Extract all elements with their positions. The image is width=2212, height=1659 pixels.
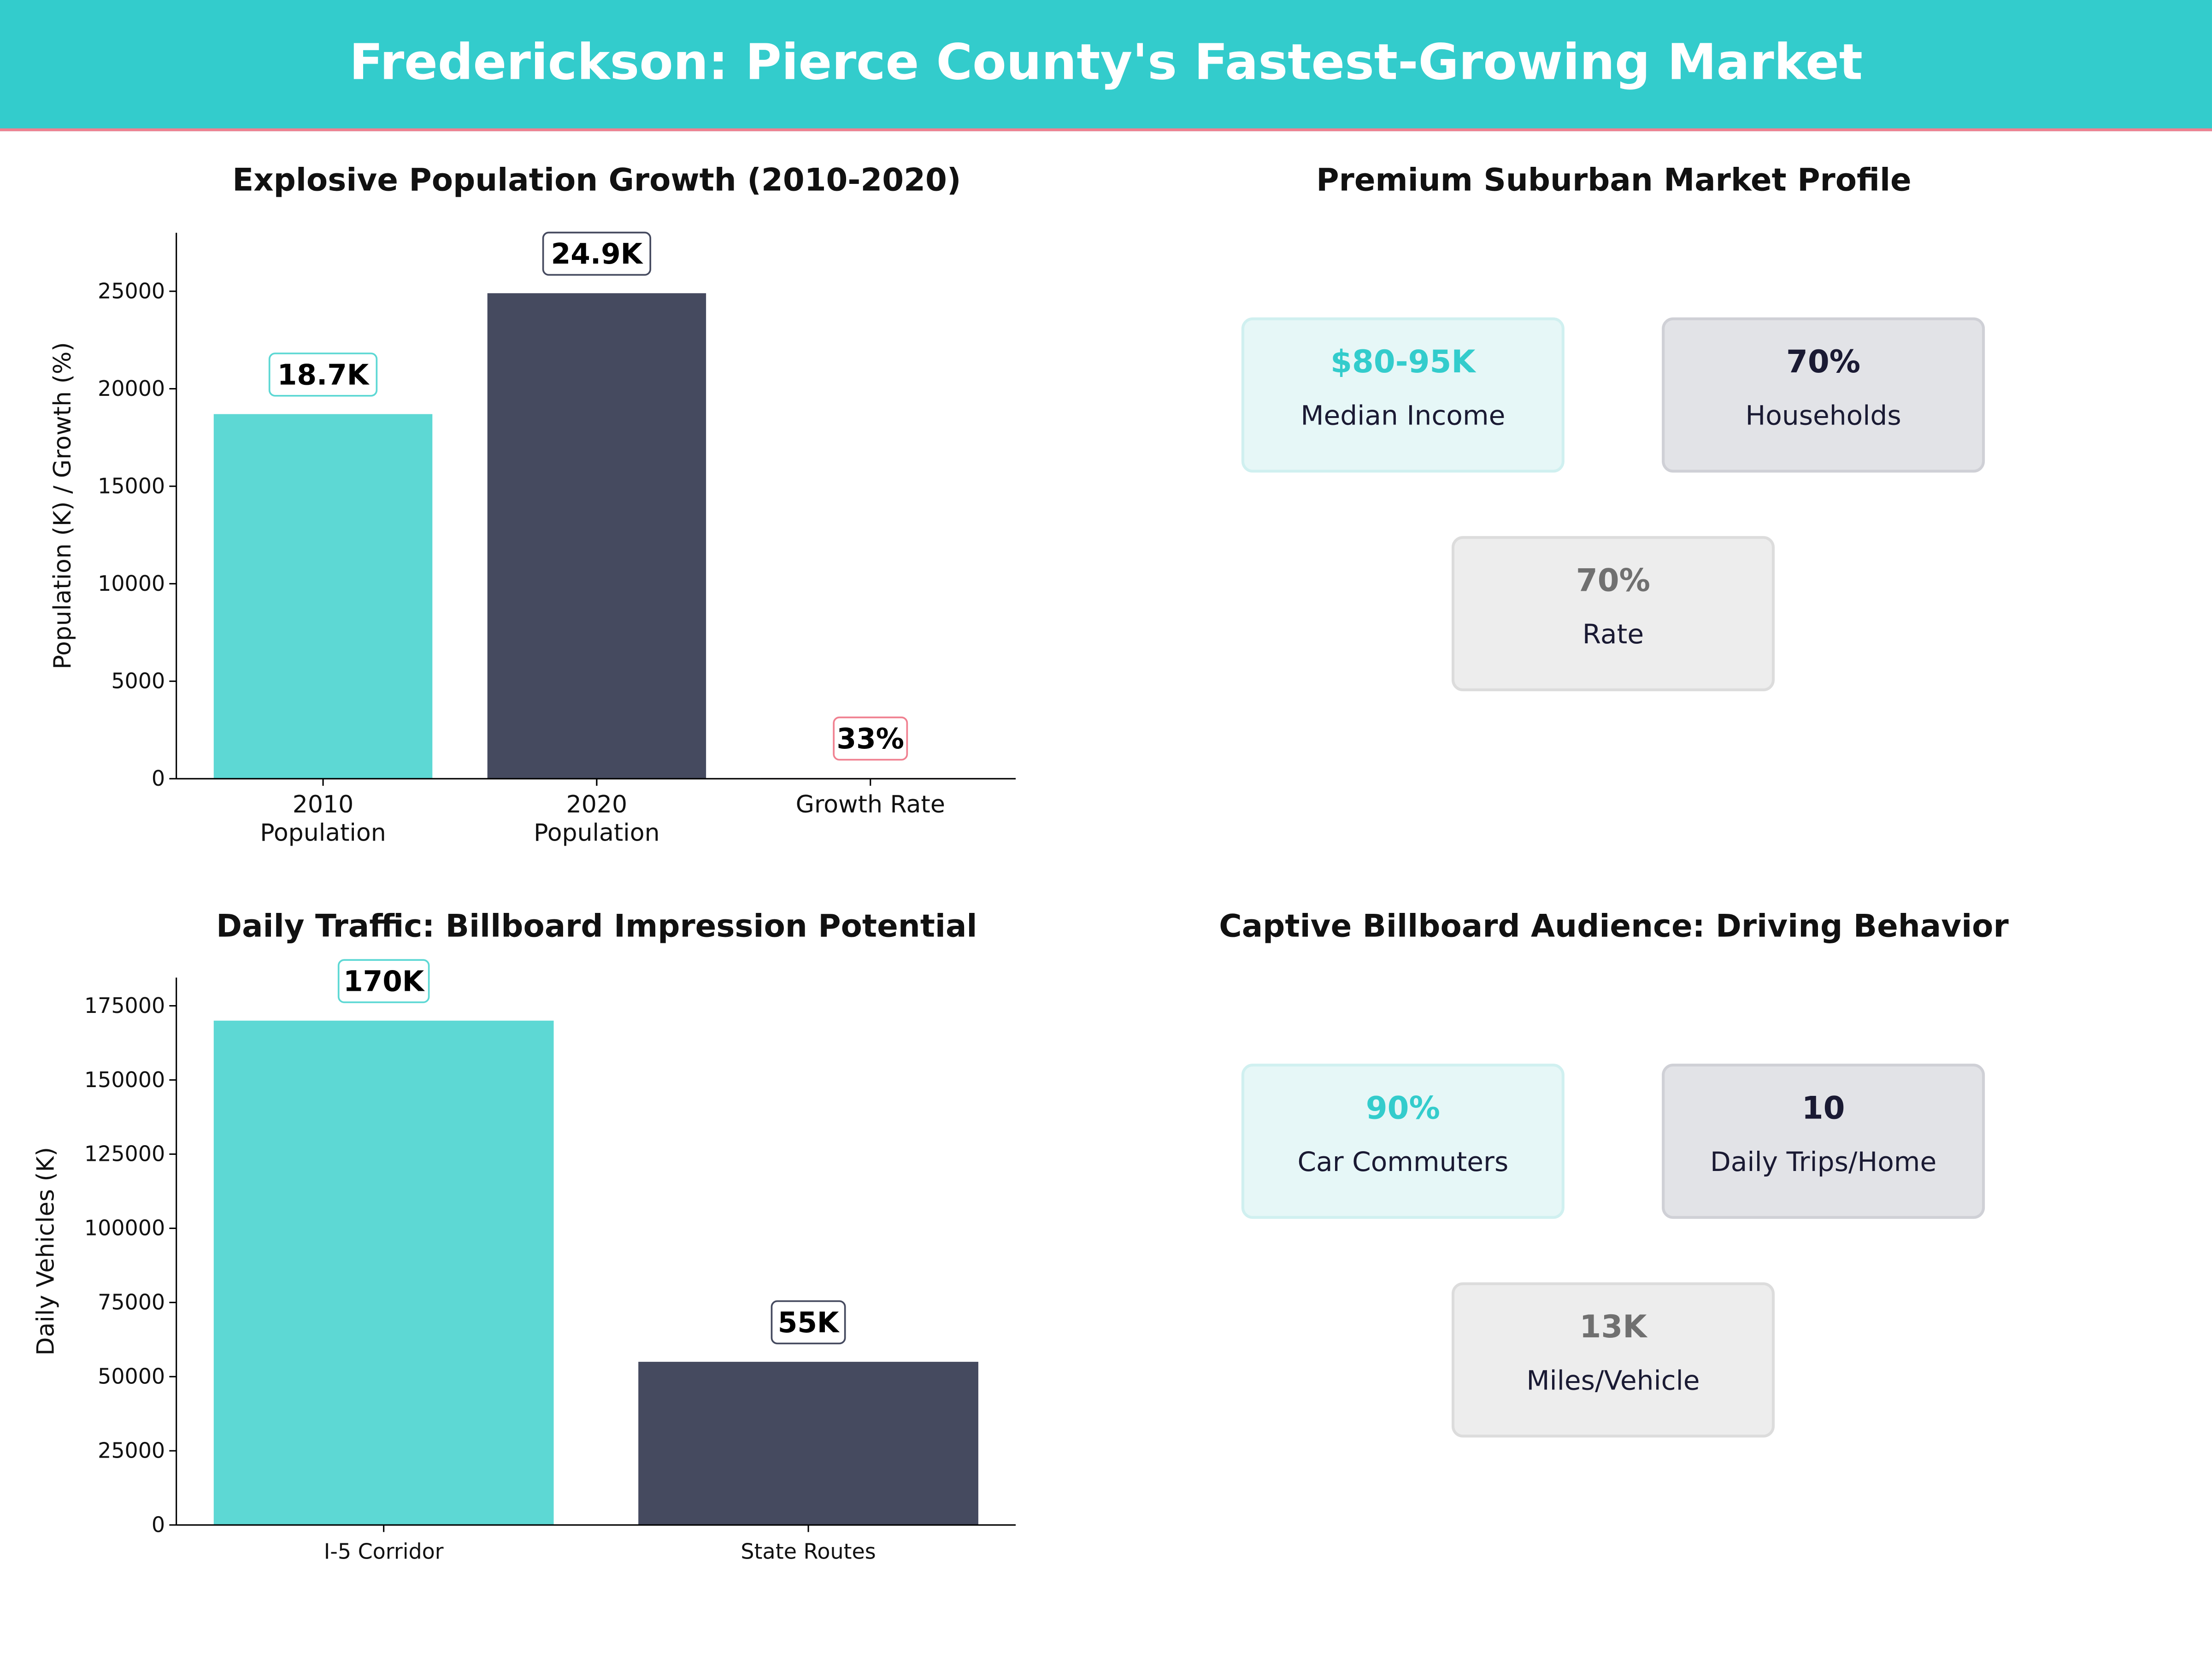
y-tick-label: 150000 <box>84 1067 165 1092</box>
data-label-box <box>337 959 430 1003</box>
daily-trips-card: 10 Daily Trips/Home <box>1662 1064 1985 1219</box>
y-axis-label: Daily Vehicles (K) <box>32 1147 59 1356</box>
data-label: 24.9K <box>551 238 644 271</box>
card-value: 70% <box>1576 564 1651 600</box>
rate-card: 70% Rate <box>1451 536 1775 691</box>
page-title: Frederickson: Pierce County's Fastest-Gr… <box>0 0 2212 131</box>
data-label: 55K <box>778 1306 840 1339</box>
card-label: Median Income <box>1300 400 1506 432</box>
data-label-box <box>771 1300 846 1345</box>
y-tick-label: 20000 <box>98 376 165 401</box>
y-tick-label: 0 <box>152 766 165 791</box>
car-commuters-card: 90% Car Commuters <box>1241 1064 1565 1219</box>
y-tick-label: 5000 <box>111 669 165 694</box>
y-tick-label: 10000 <box>98 571 165 596</box>
card-value: 90% <box>1365 1092 1440 1127</box>
y-axis-label: Population (K) / Growth (%) <box>49 342 76 669</box>
median-income-card: $80-95K Median Income <box>1241 317 1565 473</box>
x-tick-label: I-5 Corridor <box>324 1539 444 1564</box>
y-tick-label: 15000 <box>98 473 165 498</box>
y-tick-label: 25000 <box>98 1438 165 1463</box>
card-value: $80-95K <box>1330 345 1476 381</box>
population-chart-title: Explosive Population Growth (2010-2020) <box>232 164 961 199</box>
data-label: 18.7K <box>277 359 370 391</box>
card-value: 10 <box>1801 1092 1845 1127</box>
card-value: 70% <box>1786 345 1861 381</box>
card-label: Rate <box>1582 619 1644 651</box>
card-value: 13K <box>1579 1310 1647 1346</box>
y-tick-label: 125000 <box>84 1141 165 1166</box>
x-tick-label: 2020 <box>566 791 627 818</box>
bar <box>213 414 433 779</box>
x-tick-label: Growth Rate <box>796 791 945 818</box>
data-label-box <box>268 353 378 397</box>
card-label: Miles/Vehicle <box>1526 1365 1700 1397</box>
market-profile-title: Premium Suburban Market Profile <box>1316 164 1912 199</box>
bar <box>213 1020 554 1525</box>
traffic-chart-title: Daily Traffic: Billboard Impression Pote… <box>216 910 977 946</box>
data-label-box <box>542 231 652 276</box>
bar <box>638 1362 978 1525</box>
bar <box>487 293 706 779</box>
y-tick-label: 75000 <box>98 1290 165 1315</box>
y-tick-label: 0 <box>152 1512 165 1537</box>
card-label: Households <box>1745 400 1901 432</box>
x-tick-label: Population <box>534 819 659 847</box>
y-tick-label: 50000 <box>98 1364 165 1389</box>
miles-per-vehicle-card: 13K Miles/Vehicle <box>1451 1282 1775 1438</box>
y-tick-label: 25000 <box>98 278 165 303</box>
x-tick-label: 2010 <box>293 791 353 818</box>
y-tick-label: 175000 <box>84 993 165 1018</box>
x-tick-label: State Routes <box>741 1539 876 1564</box>
x-tick-label: Population <box>260 819 386 847</box>
card-label: Car Commuters <box>1297 1147 1509 1178</box>
driving-behavior-title: Captive Billboard Audience: Driving Beha… <box>1219 910 2009 946</box>
data-label-box <box>833 716 908 761</box>
data-label: 170K <box>343 965 425 998</box>
data-label: 33% <box>836 723 904 755</box>
households-card: 70% Households <box>1662 317 1985 473</box>
y-tick-label: 100000 <box>84 1216 165 1241</box>
card-label: Daily Trips/Home <box>1710 1147 1937 1178</box>
